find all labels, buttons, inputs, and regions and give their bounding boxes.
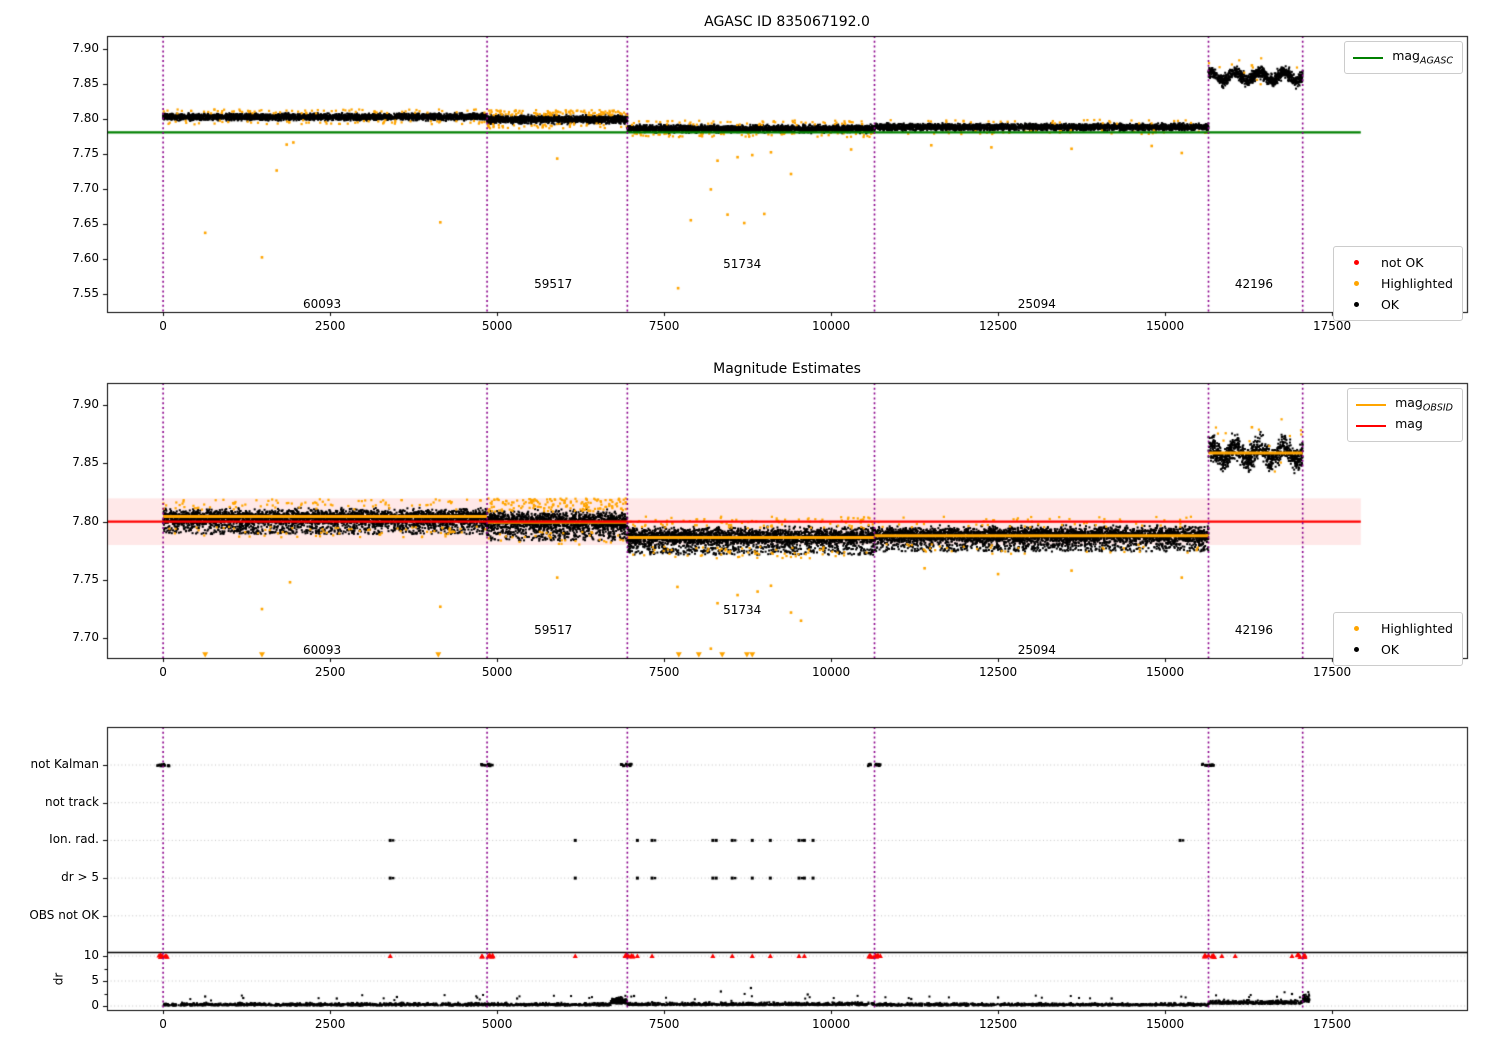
plot1-xtick: 15000	[1145, 319, 1185, 333]
legend-row-mag: mag	[1356, 415, 1453, 436]
legend-row-ok: OK	[1342, 294, 1453, 315]
flag-row-label: not track	[44, 794, 99, 809]
highlighted-legend-label: Highlighted	[1380, 276, 1453, 291]
plot3-xtick: 0	[159, 1017, 167, 1031]
plot3-xtick: 2500	[314, 1017, 346, 1031]
not-ok-marker-swatch	[1342, 260, 1372, 265]
plot1-ytick: 7.60	[72, 251, 99, 266]
dr-tick: 0	[91, 998, 99, 1012]
plot3-xtick: 10000	[811, 1017, 851, 1031]
plot1-ytick: 7.55	[72, 286, 99, 301]
mag-agasc-line-swatch	[1353, 56, 1384, 59]
ok-marker-swatch-2	[1342, 647, 1372, 652]
plot2-ytick: 7.75	[72, 571, 99, 586]
legend-row-not-ok: not OK	[1342, 252, 1453, 273]
obsid-label-plot2: 25094	[1017, 643, 1056, 657]
plot1-ytick: 7.85	[72, 76, 99, 91]
plot2-ytick: 7.90	[72, 397, 99, 412]
flag-row-label: not Kalman	[30, 757, 99, 771]
flag-row-label: dr > 5	[61, 870, 99, 885]
mag-obsid-legend-label: magOBSID	[1395, 395, 1453, 414]
plot2-ytick: 7.70	[72, 630, 99, 645]
mag-line-swatch	[1356, 424, 1387, 427]
legend-row-highlighted: Highlighted	[1342, 273, 1453, 294]
legend-row-ok-2: OK	[1342, 639, 1453, 660]
ok-legend-label: OK	[1380, 297, 1399, 312]
obsid-label-plot1: 25094	[1017, 297, 1056, 311]
not-ok-legend-label: not OK	[1380, 255, 1424, 270]
plot2-marker-legend: Highlighted OK	[1332, 612, 1463, 666]
plot2-xtick: 10000	[811, 665, 851, 679]
ok-marker-swatch	[1342, 302, 1372, 307]
plot1-xtick: 5000	[481, 319, 513, 333]
plot1-ytick: 7.70	[72, 181, 99, 196]
plot2-xtick: 15000	[1145, 665, 1185, 679]
legend-row-mag-obsid: magOBSID	[1356, 394, 1453, 415]
mag-legend-label: mag	[1395, 416, 1423, 432]
plot3-xtick: 15000	[1145, 1017, 1185, 1031]
mag-obsid-line-swatch	[1356, 403, 1387, 406]
plot2-xtick: 12500	[978, 665, 1018, 679]
dr-tick: 10	[83, 948, 99, 962]
plot2-line-legend: magOBSID mag	[1347, 388, 1463, 442]
obsid-label-plot1: 60093	[302, 297, 342, 311]
highlighted-marker-swatch	[1342, 281, 1372, 286]
plot1-ytick: 7.90	[72, 41, 99, 56]
plot3-xtick: 17500	[1312, 1017, 1352, 1031]
legend-row-mag-agasc: magAGASC	[1353, 47, 1453, 68]
plot2-xtick: 17500	[1312, 665, 1352, 679]
plot1-xtick: 10000	[811, 319, 851, 333]
plot2-ytick: 7.80	[72, 513, 99, 528]
flag-row-label: OBS not OK	[29, 907, 99, 922]
plot2-ytick: 7.85	[72, 455, 99, 470]
dr-axis-label: dr	[51, 972, 66, 986]
obsid-label-plot1: 51734	[723, 257, 762, 271]
plot1-xtick: 0	[159, 319, 167, 333]
obsid-label-plot2: 59517	[534, 623, 573, 637]
plot2-title: Magnitude Estimates	[713, 361, 861, 377]
highlighted-legend-label-2: Highlighted	[1380, 621, 1453, 636]
plot2-xtick: 0	[159, 665, 167, 679]
obsid-label-plot2: 42196	[1234, 623, 1273, 637]
plot1-xtick: 2500	[314, 319, 346, 333]
plot3-xtick: 12500	[978, 1017, 1018, 1031]
plot1-xtick: 7500	[648, 319, 680, 333]
highlighted-marker-swatch-2	[1342, 626, 1372, 631]
obsid-label-plot2: 60093	[302, 643, 342, 657]
plot1-xtick: 17500	[1312, 319, 1352, 333]
plot2-xtick: 5000	[481, 665, 513, 679]
legend-row-highlighted-2: Highlighted	[1342, 618, 1453, 639]
plot3-xtick: 7500	[648, 1017, 680, 1031]
plot1-xtick: 12500	[978, 319, 1018, 333]
plot2-xtick: 7500	[648, 665, 680, 679]
plot1-ytick: 7.80	[72, 111, 99, 126]
plot2-xtick: 2500	[314, 665, 346, 679]
obsid-label-plot1: 42196	[1234, 277, 1273, 291]
flag-row-label: Ion. rad.	[49, 832, 99, 847]
ok-legend-label-2: OK	[1380, 642, 1399, 657]
plot1-ytick: 7.75	[72, 146, 99, 161]
plot1-title: AGASC ID 835067192.0	[704, 14, 870, 30]
plot1-line-legend: magAGASC	[1344, 41, 1463, 74]
obsid-label-plot2: 51734	[723, 603, 762, 617]
obsid-label-plot1: 59517	[534, 277, 573, 291]
dr-tick: 5	[91, 973, 99, 987]
plot1-marker-legend: not OK Highlighted OK	[1332, 246, 1463, 321]
plot1-ytick: 7.65	[72, 216, 99, 231]
plot3-xtick: 5000	[481, 1017, 513, 1031]
mag-agasc-legend-label: magAGASC	[1392, 48, 1453, 67]
